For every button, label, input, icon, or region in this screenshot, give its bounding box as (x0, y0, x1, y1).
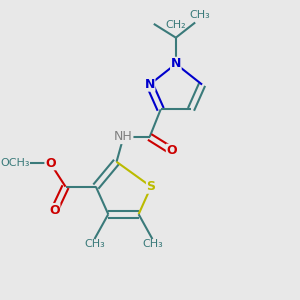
Text: N: N (145, 78, 155, 91)
Text: CH₃: CH₃ (189, 10, 210, 20)
Text: S: S (146, 180, 155, 193)
Text: O: O (45, 157, 56, 170)
Text: CH₂: CH₂ (166, 20, 186, 30)
Text: N: N (171, 57, 181, 70)
Text: O: O (49, 204, 60, 217)
Text: NH: NH (114, 130, 133, 143)
Text: O: O (167, 144, 177, 157)
Text: CH₃: CH₃ (142, 239, 163, 249)
Text: CH₃: CH₃ (84, 239, 105, 249)
Text: OCH₃: OCH₃ (0, 158, 30, 168)
